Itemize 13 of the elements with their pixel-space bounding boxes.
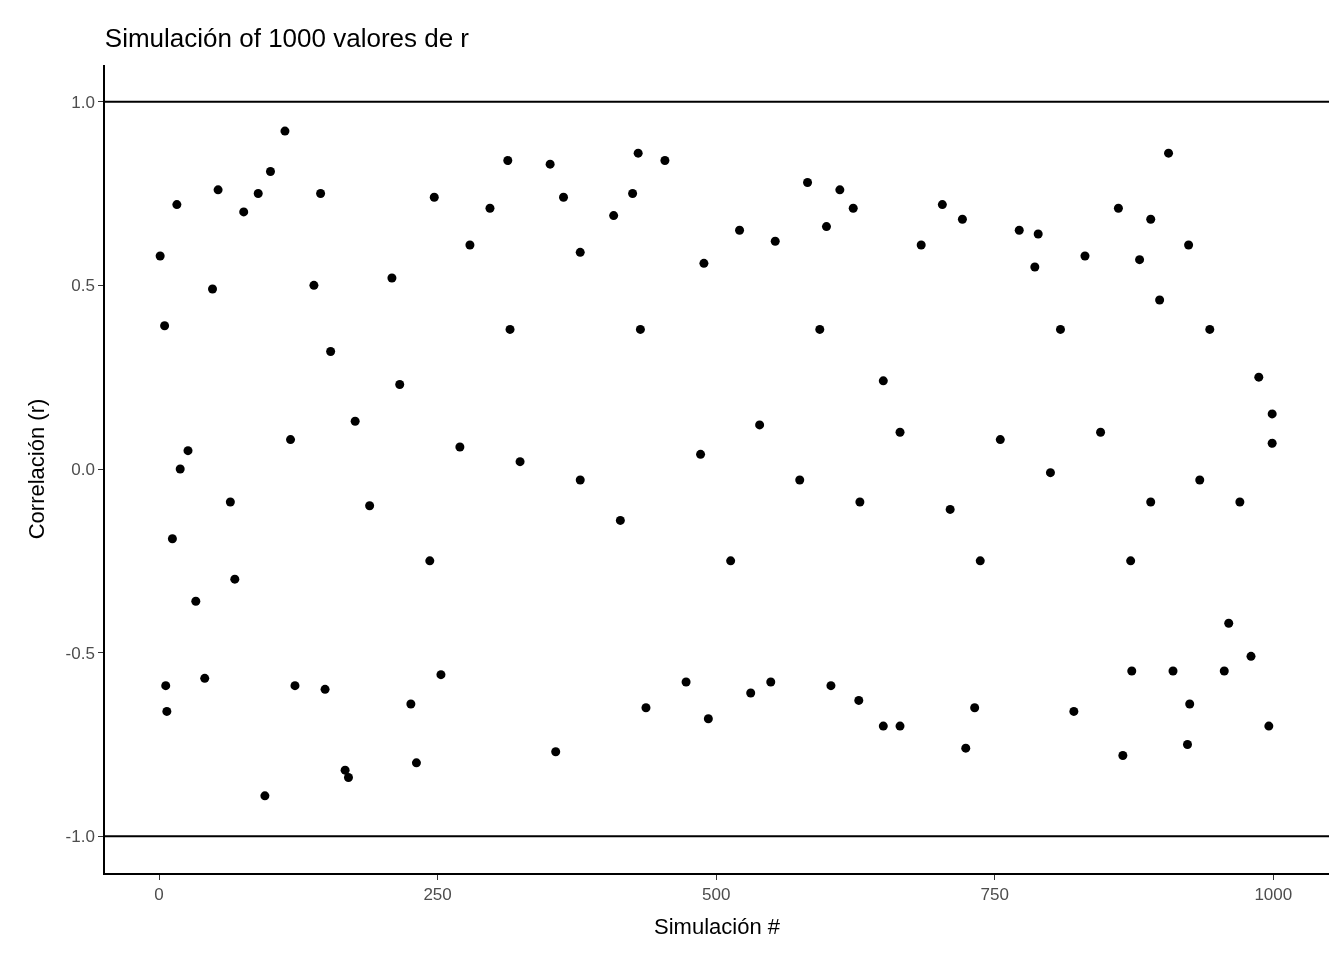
x-tick-label: 0: [154, 885, 164, 905]
chart-title: Simulación of 1000 valores de r: [104, 23, 470, 53]
y-tick-label: 0.5: [71, 276, 95, 296]
x-axis-title: Simulación #: [654, 913, 781, 939]
x-tick-label: 500: [701, 885, 731, 905]
y-tick-label: 1.0: [71, 92, 95, 112]
x-tick-label: 1000: [1254, 885, 1293, 905]
x-tick-label: 750: [980, 885, 1009, 905]
y-tick-label: -1.0: [65, 827, 95, 847]
x-tick-label: 250: [423, 885, 452, 905]
y-axis-title: Correlación (r): [23, 398, 49, 540]
y-tick-label: 0.0: [71, 459, 95, 479]
y-tick-label: -0.5: [65, 643, 95, 663]
